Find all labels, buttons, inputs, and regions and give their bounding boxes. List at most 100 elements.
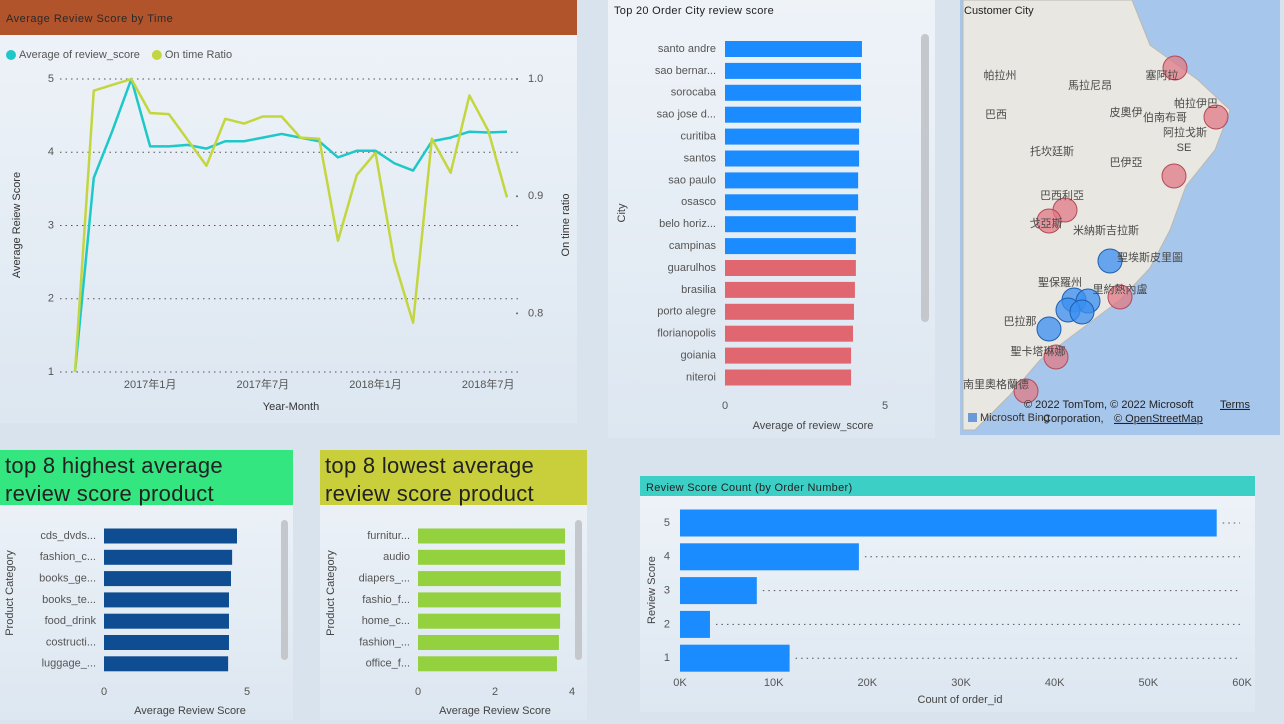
legend-label: Average of review_score — [19, 49, 140, 61]
y-tick-label: sao paulo — [668, 174, 716, 186]
map-label: 巴拉那 — [1004, 314, 1037, 328]
x-tick-label: 30K — [951, 677, 971, 689]
legend-label: On time Ratio — [165, 49, 232, 61]
map-bubble — [1107, 284, 1133, 310]
bar — [680, 577, 757, 605]
x-tick-label: 40K — [1045, 677, 1065, 689]
y-axis-label: Product Category — [325, 550, 337, 636]
scrollbar[interactable] — [281, 520, 288, 660]
bar — [725, 41, 862, 57]
map-label: 聖卡塔琳娜 — [1011, 344, 1066, 358]
bar — [725, 106, 861, 123]
x-axis-label: Count of order_id — [918, 694, 1003, 706]
y-tick-label: florianopolis — [657, 328, 716, 340]
bar — [725, 325, 853, 342]
y-tick-label: 1 — [664, 652, 670, 664]
title-band — [640, 476, 1255, 496]
legend-marker — [151, 50, 162, 60]
bar — [418, 528, 566, 544]
bar — [418, 656, 557, 672]
bar — [725, 216, 856, 233]
bar — [725, 303, 854, 320]
map-bubble — [1043, 344, 1069, 370]
map-label: SE — [1177, 142, 1192, 154]
y-tick-label: costructi... — [46, 636, 96, 648]
y-tick-label: cds_dvds... — [40, 530, 96, 542]
y-tick-label: food_drink — [45, 615, 97, 627]
y-tick-label: furnitur... — [367, 530, 410, 542]
x-tick-label: 50K — [1139, 677, 1159, 689]
y-tick-label: osasco — [681, 196, 716, 208]
y-axis-label: Average Reiew Score — [11, 172, 23, 278]
title-band — [0, 450, 293, 505]
y-tick-label: 3 — [664, 585, 670, 597]
map-label: 巴西 — [985, 109, 1007, 121]
legend-marker — [6, 50, 16, 60]
panel-title: top 8 highest average review score produ… — [5, 453, 223, 506]
map-label: 馬拉尼昂 — [1068, 78, 1112, 92]
bar — [104, 528, 237, 544]
y-tick-label: belo horiz... — [659, 218, 716, 230]
y-axis-label: City — [616, 203, 628, 222]
scrollbar[interactable] — [921, 34, 929, 322]
panel — [0, 0, 577, 423]
map-label: 伯南布哥 — [1143, 110, 1187, 124]
y-tick-label: 5 — [48, 73, 54, 85]
bar — [725, 260, 856, 276]
chart-title: Average Review Score by Time — [6, 13, 173, 25]
tick-mark — [516, 78, 518, 80]
y-tick-label: 4 — [48, 146, 54, 158]
tick-mark — [516, 195, 518, 198]
bar — [725, 347, 852, 364]
bar — [725, 84, 861, 101]
y2-axis-label: On time ratio — [560, 194, 572, 257]
x-tick-label: 2 — [492, 686, 498, 698]
map-attribution: Terms — [1220, 399, 1250, 411]
x-tick-label: 0 — [101, 686, 107, 698]
bar — [104, 549, 233, 565]
bar — [418, 635, 559, 650]
y-tick-label: 1 — [48, 366, 54, 378]
y-tick-label: santos — [684, 152, 717, 164]
x-axis-label: Average Review Score — [439, 705, 551, 717]
tick-mark — [516, 312, 518, 315]
bar — [725, 281, 855, 298]
map-label: 皮奧伊 — [1110, 106, 1143, 119]
bar — [725, 62, 861, 79]
map-label: 巴西利亞 — [1040, 189, 1084, 202]
y-tick-label: porto alegre — [657, 306, 716, 318]
scrollbar[interactable] — [575, 520, 582, 660]
bar — [725, 128, 860, 145]
chart-title: Review Score Count (by Order Number) — [646, 482, 852, 494]
y-tick-label: santo andre — [658, 43, 716, 55]
y-axis-label: Review Score — [646, 556, 658, 624]
map-label: 帕拉伊巴 — [1174, 96, 1218, 110]
map-bubble — [1069, 299, 1095, 325]
y-tick-label: books_ge... — [39, 573, 96, 585]
x-tick-label: 5 — [882, 400, 888, 412]
y2-tick-label: 0.9 — [528, 190, 543, 202]
bar — [725, 172, 859, 189]
bar — [104, 571, 231, 587]
bar — [104, 613, 229, 629]
bar — [725, 150, 860, 167]
chart-title: Top 20 Order City review score — [614, 5, 774, 17]
map-label: 里約熱內盧 — [1093, 282, 1148, 296]
x-tick-label: 2017年1月 — [124, 377, 177, 391]
y-tick-label: 4 — [664, 551, 670, 563]
title-band — [320, 450, 587, 505]
x-tick-label: 0K — [673, 677, 687, 689]
y-tick-label: 2 — [48, 293, 54, 305]
map-label: 阿拉戈斯 — [1163, 125, 1207, 139]
bar — [725, 194, 859, 211]
y-tick-label: 2 — [664, 618, 670, 630]
map-bubble — [1036, 208, 1062, 234]
panel-title: top 8 lowest average review score produc… — [325, 453, 535, 506]
x-tick-label: 0 — [722, 400, 728, 412]
x-tick-label: 20K — [858, 677, 878, 689]
map-bubble — [1013, 378, 1039, 404]
bar — [104, 635, 229, 650]
y-tick-label: 5 — [664, 517, 670, 529]
map-bubble — [1162, 55, 1188, 81]
